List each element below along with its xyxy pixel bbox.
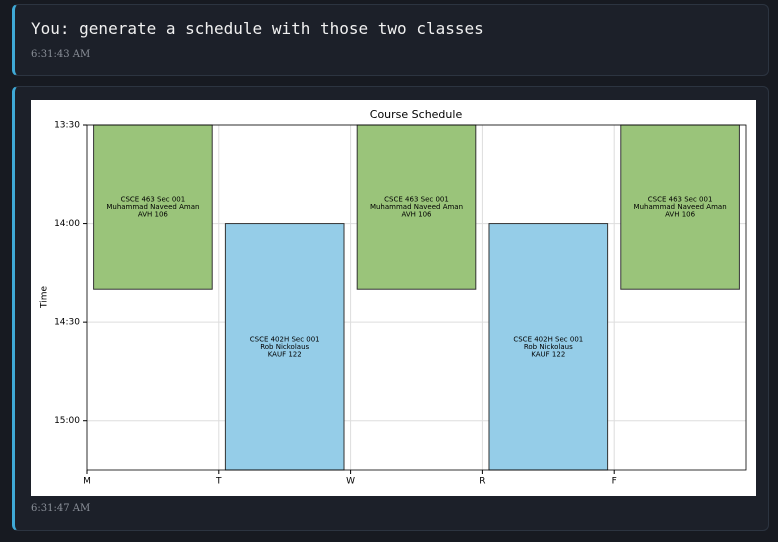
block-label: AVH 106	[402, 211, 433, 219]
course-block	[356, 124, 477, 290]
x-tick-label: R	[479, 477, 485, 487]
block-label: CSCE 463 Sec 001	[121, 196, 186, 204]
course-block	[620, 124, 740, 290]
chart-title: Course Schedule	[370, 108, 463, 121]
course-block	[93, 124, 213, 290]
block-label: CSCE 463 Sec 001	[384, 196, 449, 204]
block-label: Rob Nickolaus	[260, 343, 309, 351]
y-tick-label: 13:30	[54, 121, 80, 131]
block-label: CSCE 402H Sec 001	[250, 335, 320, 343]
block-label: KAUF 122	[268, 350, 302, 358]
x-tick-label: F	[612, 477, 617, 487]
x-tick-label: W	[346, 477, 355, 487]
block-label: Muhammad Naveed Aman	[370, 203, 463, 211]
plot-frame	[86, 124, 747, 471]
y-tick-label: 15:00	[54, 416, 80, 426]
chart: Course Schedule Time M T W R F 13:30 14:00 14:3…	[31, 100, 756, 496]
course-block	[224, 223, 345, 471]
block-label: CSCE 402H Sec 001	[513, 335, 583, 343]
block-label: AVH 106	[138, 211, 169, 219]
x-tick-label: M	[83, 477, 91, 487]
x-tick-label: T	[215, 477, 222, 487]
block-label: CSCE 463 Sec 001	[648, 196, 713, 204]
block-label: AVH 106	[665, 211, 696, 219]
block-label: Muhammad Naveed Aman	[106, 203, 199, 211]
timestamp: 6:31:43 AM	[31, 49, 91, 60]
message-text: You: generate a schedule with those two …	[31, 19, 484, 38]
user-message: You: generate a schedule with those two …	[12, 4, 769, 76]
y-axis-label: Time	[40, 286, 50, 309]
y-tick-label: 14:00	[54, 219, 80, 229]
block-label: KAUF 122	[531, 350, 565, 358]
y-tick-label: 14:30	[54, 318, 80, 328]
block-label: Rob Nickolaus	[524, 343, 573, 351]
block-label: Muhammad Naveed Aman	[634, 203, 727, 211]
timestamp: 6:31:47 AM	[31, 503, 91, 514]
